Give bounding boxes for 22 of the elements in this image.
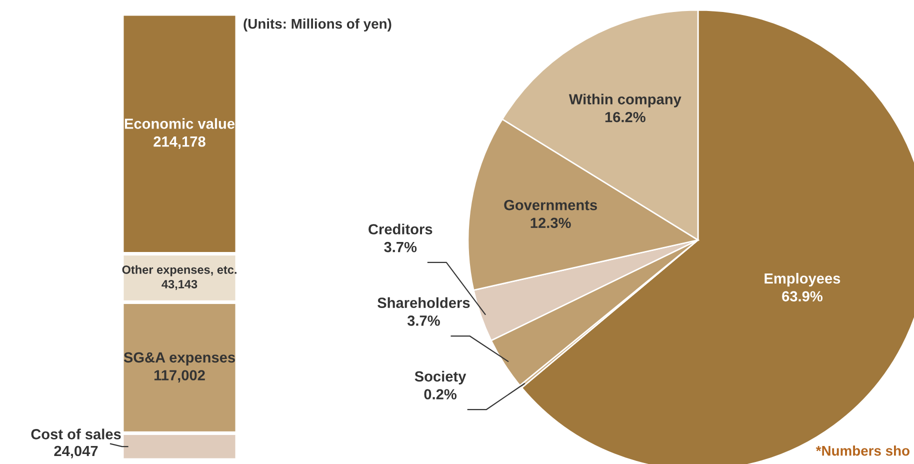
slice-label: Within company <box>568 94 682 108</box>
data-label: 214,178 <box>154 136 206 149</box>
data-label: 63.9% <box>782 291 822 302</box>
series-label: Cost of sales <box>31 428 121 440</box>
slice-label: Society <box>414 370 466 384</box>
data-label: 3.7% <box>384 242 417 252</box>
data-label: 43,143 <box>162 280 198 290</box>
data-label: 117,002 <box>154 370 205 383</box>
slice-label: Creditors <box>368 224 432 234</box>
series-label: Other expenses, etc. <box>122 265 236 276</box>
text: (Units: Millions of yen) <box>244 18 392 32</box>
series-label: Economic value <box>124 118 235 129</box>
slice-label: Governments <box>504 200 597 210</box>
data-label: 0.2% <box>424 389 457 400</box>
series-label: SG&A expenses <box>124 352 235 366</box>
data-label: 24,047 <box>54 446 98 458</box>
data-label: 12.3% <box>530 218 571 228</box>
slice-label: Shareholders <box>378 297 470 308</box>
text: *Numbers sho <box>816 446 910 456</box>
slice-label: Employees <box>764 272 840 287</box>
data-label: 3.7% <box>407 316 440 326</box>
data-label: 16.2% <box>605 112 646 122</box>
